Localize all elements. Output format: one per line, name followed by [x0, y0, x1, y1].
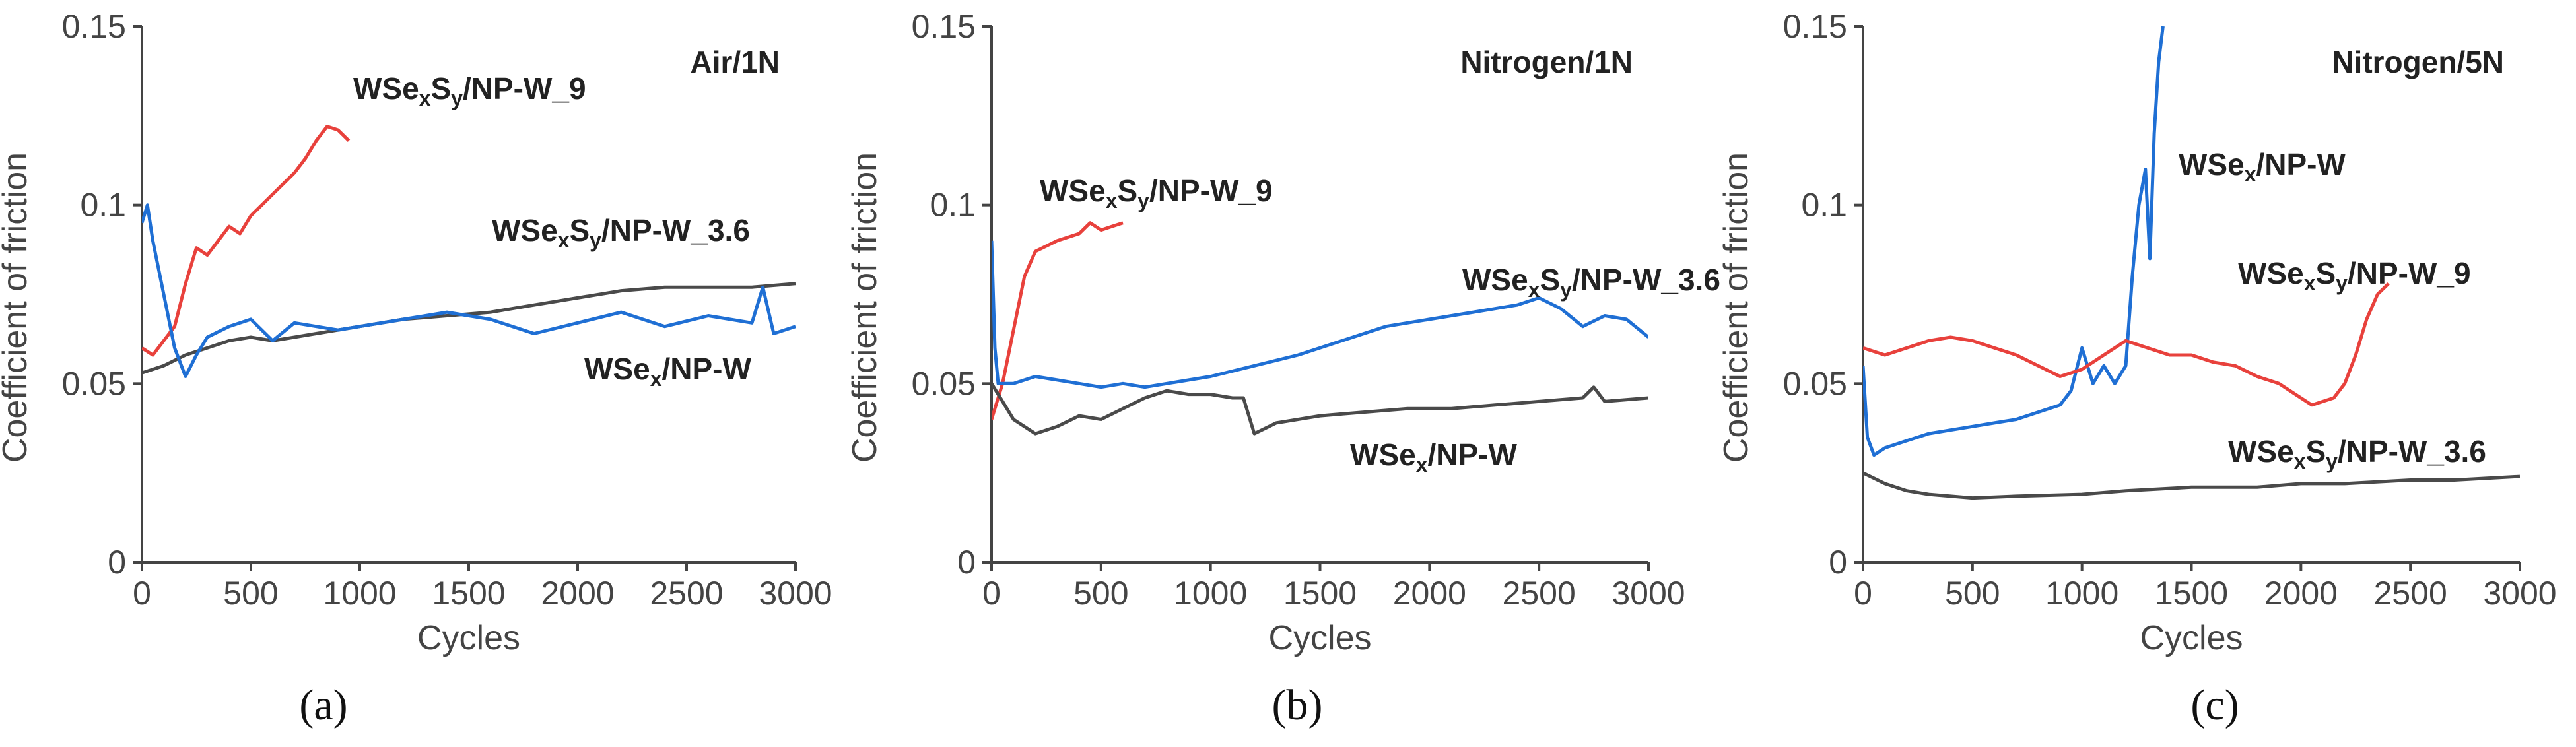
x-tick-label: 3000 [759, 575, 832, 612]
y-tick-label: 0 [1829, 544, 1847, 581]
series-label: WSex/NP-W [1350, 438, 1517, 476]
x-tick-label: 1000 [323, 575, 396, 612]
series-label: WSexSy/NP-W_9 [353, 71, 586, 110]
series-line-wsexsy-np-w-3-6 [992, 382, 1648, 436]
x-tick-label: 3000 [1611, 575, 1685, 612]
series-line-wsex-np-w [1863, 26, 2165, 457]
panel-caption: (c) [2190, 681, 2239, 729]
x-tick-label: 500 [1073, 575, 1128, 612]
x-tick-label: 2000 [1393, 575, 1466, 612]
x-axis-title: Cycles [1268, 619, 1371, 657]
panel-a: 0 500 1000 1500 2000 2500 3000 0 0.05 0.1 0.15 Cycl… [0, 8, 832, 729]
series-line-wsexsy-np-w-9 [1863, 282, 2390, 407]
y-tick-label: 0.05 [1783, 365, 1847, 402]
series-line-wsexsy-np-w-9 [142, 125, 351, 357]
x-tick-label: 2500 [2374, 575, 2447, 612]
x-tick-label: 0 [1854, 575, 1872, 612]
x-tick-label: 1500 [2155, 575, 2228, 612]
panel-title: Nitrogen/5N [2332, 45, 2504, 79]
y-axis-title: Coefficient of friction [0, 152, 34, 463]
panel-caption: (a) [299, 681, 347, 729]
x-axis-title: Cycles [417, 619, 520, 657]
x-tick-label: 0 [982, 575, 1001, 612]
x-tick-label: 1500 [1283, 575, 1357, 612]
x-tick-label: 2000 [2264, 575, 2338, 612]
y-tick-label: 0 [957, 544, 976, 581]
series-line-wsex-np-w [142, 203, 796, 378]
x-tick-label: 2500 [650, 575, 723, 612]
x-tick-label: 3000 [2483, 575, 2556, 612]
x-tick-label: 1500 [432, 575, 505, 612]
y-tick-label: 0.05 [912, 365, 976, 402]
x-tick-label: 1000 [2045, 575, 2118, 612]
y-axis-title: Coefficient of friction [1717, 152, 1755, 463]
series-line-wsexsy-np-w-9 [992, 221, 1124, 420]
x-tick-label: 0 [133, 575, 151, 612]
x-axis-title: Cycles [2140, 619, 2243, 657]
y-tick-label: 0.1 [1801, 187, 1847, 224]
series-label: WSexSy/NP-W_9 [1040, 174, 1273, 212]
series-line-wsex-np-w [992, 240, 1648, 389]
series-label: WSex/NP-W [584, 352, 751, 391]
x-tick-label: 1000 [1174, 575, 1247, 612]
y-tick-label: 0.05 [62, 365, 126, 402]
panel-c: 0 500 1000 1500 2000 2500 3000 0 0.05 0.1 0.15 Cycl… [1717, 8, 2557, 729]
x-tick-label: 500 [223, 575, 278, 612]
y-tick-label: 0 [108, 544, 126, 581]
series-line-wsexsy-np-w-3-6 [1863, 471, 2520, 500]
panel-caption: (b) [1272, 681, 1323, 729]
series-label: WSexSy/NP-W_3.6 [492, 213, 750, 252]
y-axis-title: Coefficient of friction [846, 152, 884, 463]
series-label: WSexSy/NP-W_9 [2238, 256, 2471, 295]
panel-title: Nitrogen/1N [1460, 45, 1633, 79]
series-label: WSexSy/NP-W_3.6 [2228, 434, 2486, 473]
series-label: WSexSy/NP-W_3.6 [1462, 263, 1720, 302]
y-tick-label: 0.1 [80, 187, 126, 224]
y-tick-label: 0.15 [1783, 8, 1847, 45]
y-tick-label: 0.15 [62, 8, 126, 45]
x-tick-label: 2500 [1503, 575, 1576, 612]
y-tick-label: 0.1 [930, 187, 976, 224]
panel-b: 0 500 1000 1500 2000 2500 3000 0 0.05 0.1 0.15 Cycl… [846, 8, 1720, 729]
y-tick-label: 0.15 [912, 8, 976, 45]
panel-title: Air/1N [691, 45, 780, 79]
x-tick-label: 500 [1945, 575, 2000, 612]
x-tick-label: 2000 [541, 575, 614, 612]
series-label: WSex/NP-W [2179, 147, 2346, 186]
